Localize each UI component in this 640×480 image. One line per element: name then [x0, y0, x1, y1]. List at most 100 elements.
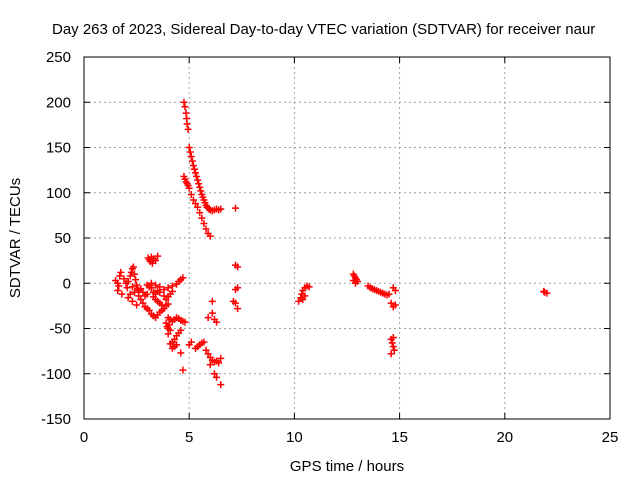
data-point: [301, 292, 309, 300]
data-point: [129, 263, 137, 271]
data-point: [139, 299, 147, 307]
data-point: [189, 162, 197, 170]
data-point: [194, 176, 202, 184]
data-point: [206, 232, 214, 240]
data-point: [118, 290, 126, 298]
data-point: [217, 205, 225, 213]
data-point: [132, 276, 140, 284]
data-point: [133, 301, 141, 309]
data-point: [198, 214, 206, 222]
data-point: [391, 286, 399, 294]
data-point: [154, 252, 162, 260]
data-point: [197, 187, 205, 195]
data-point: [180, 98, 188, 106]
data-point: [187, 338, 195, 346]
data-point: [215, 359, 223, 367]
data-point: [181, 318, 189, 326]
data-point: [200, 338, 208, 346]
x-tick-label: 10: [286, 429, 303, 446]
x-tick-label: 15: [391, 429, 408, 446]
data-point: [117, 268, 125, 276]
data-point: [295, 297, 303, 305]
data-point: [160, 286, 168, 294]
data-point: [190, 165, 198, 173]
data-point: [183, 120, 191, 128]
data-point: [147, 279, 155, 287]
data-point: [389, 343, 397, 351]
y-tick-label: 0: [63, 275, 71, 292]
data-point: [158, 301, 166, 309]
data-point: [208, 309, 216, 317]
data-point: [196, 183, 204, 191]
data-point: [196, 209, 204, 217]
data-point: [206, 361, 214, 369]
data-point: [391, 301, 399, 309]
data-point: [152, 281, 160, 289]
data-point: [116, 272, 124, 280]
data-point: [202, 225, 210, 233]
data-point: [217, 381, 225, 389]
data-point: [187, 191, 195, 199]
data-point: [170, 335, 178, 343]
y-tick-label: 200: [46, 94, 71, 111]
data-point: [139, 288, 147, 296]
data-point: [387, 350, 395, 358]
data-point: [165, 321, 173, 329]
data-point: [137, 296, 145, 304]
grid-lines: [84, 57, 610, 419]
axis-ticks: [83, 56, 611, 420]
data-point: [217, 354, 225, 362]
y-tick-labels: -150 -100 -50 0 50 100 150 200 250: [41, 49, 71, 428]
data-point: [164, 284, 172, 292]
data-point: [124, 277, 132, 285]
data-point: [130, 270, 138, 278]
data-point: [168, 282, 176, 290]
data-point: [208, 297, 216, 305]
data-point: [540, 287, 548, 295]
data-points: [112, 98, 551, 389]
y-tick-label: -100: [41, 366, 71, 383]
x-tick-label: 20: [496, 429, 513, 446]
data-point: [388, 339, 396, 347]
data-point: [160, 292, 168, 300]
y-tick-label: 150: [46, 140, 71, 157]
data-point: [137, 285, 145, 293]
data-point: [194, 203, 202, 211]
data-point: [202, 346, 210, 354]
data-point: [130, 288, 138, 296]
data-point: [231, 204, 239, 212]
data-point: [185, 184, 193, 192]
data-point: [133, 281, 141, 289]
x-tick-label: 25: [602, 429, 619, 446]
data-point: [148, 259, 156, 267]
data-point: [193, 172, 201, 180]
y-axis-label: SDTVAR / TECUs: [7, 178, 24, 298]
x-tick-labels: 0 5 10 15 20 25: [80, 429, 619, 446]
data-point: [185, 144, 193, 151]
data-point: [115, 282, 123, 290]
y-tick-label: -150: [41, 411, 71, 428]
data-point: [187, 153, 195, 161]
y-tick-label: 50: [54, 230, 71, 247]
data-point: [156, 283, 164, 291]
data-point: [385, 290, 393, 298]
data-point: [126, 290, 134, 298]
data-point: [177, 349, 185, 357]
data-point: [210, 370, 218, 378]
data-point: [143, 290, 151, 298]
data-point: [351, 279, 359, 287]
data-point: [128, 297, 136, 305]
data-point: [173, 341, 181, 349]
data-point: [189, 196, 197, 204]
data-point: [152, 290, 160, 298]
data-point: [188, 157, 196, 165]
data-point: [179, 274, 187, 282]
data-point: [299, 296, 307, 304]
data-point: [128, 283, 136, 291]
data-point: [120, 275, 128, 283]
data-point: [204, 314, 212, 322]
y-tick-label: -50: [49, 321, 71, 338]
data-point: [390, 346, 398, 354]
data-point: [192, 200, 200, 208]
data-point: [200, 220, 208, 228]
